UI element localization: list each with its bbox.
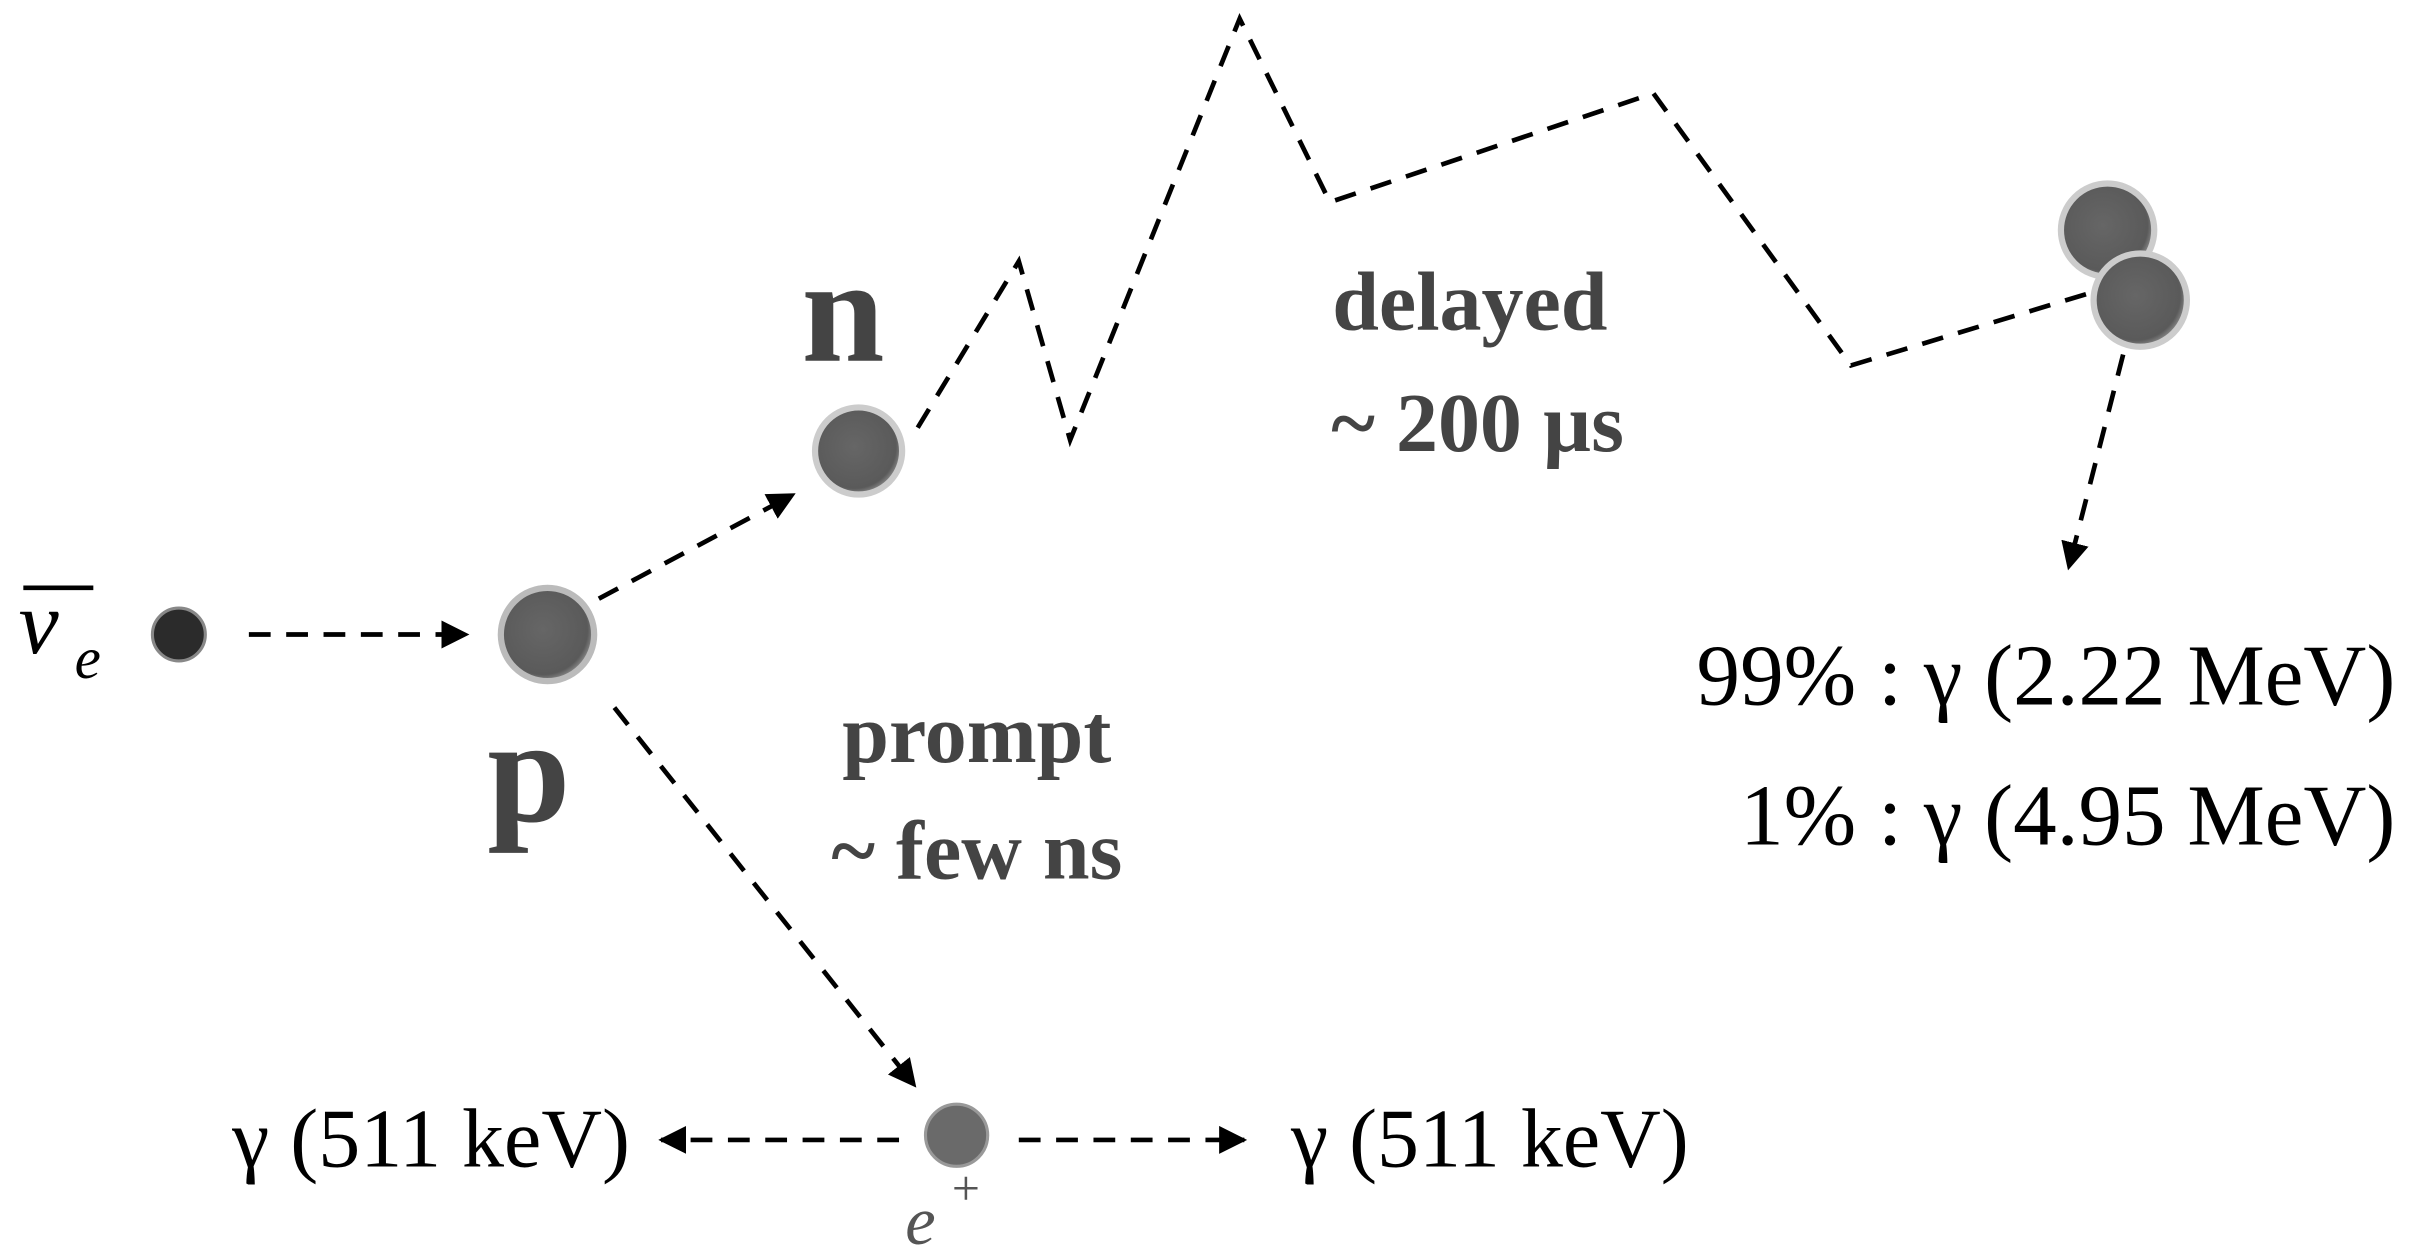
proton (501, 588, 594, 681)
antineutrino (152, 608, 205, 661)
antineutrino-symbol: ν (19, 573, 60, 673)
arrow (599, 495, 793, 599)
capture-gamma: 1% : γ (4.95 MeV) (1740, 766, 2395, 863)
capture-gamma: 99% : γ (2.22 MeV) (1697, 626, 2396, 723)
prompt-time: ~ few ns (831, 805, 1122, 898)
delayed-label: delayed (1332, 256, 1607, 349)
annihilation-gamma: γ (511 keV) (1290, 1092, 1689, 1185)
delayed-time: ~ 200 µs (1331, 377, 1624, 470)
positron-symbol: e (905, 1183, 935, 1255)
prompt-label: prompt (842, 688, 1111, 781)
arrow (2069, 355, 2123, 568)
positron-superscript: + (952, 1161, 980, 1216)
deuteron-part (2094, 253, 2187, 346)
annihilation-gamma: γ (511 keV) (231, 1092, 630, 1185)
neutron-label: n (802, 229, 885, 394)
antineutrino-subscript: e (75, 625, 101, 691)
proton-label: p (487, 689, 570, 854)
positron (925, 1104, 987, 1166)
neutron (815, 407, 902, 494)
diagram: ν e n p e + delayed ~ 200 µs prompt ~ fe… (0, 0, 2414, 1255)
